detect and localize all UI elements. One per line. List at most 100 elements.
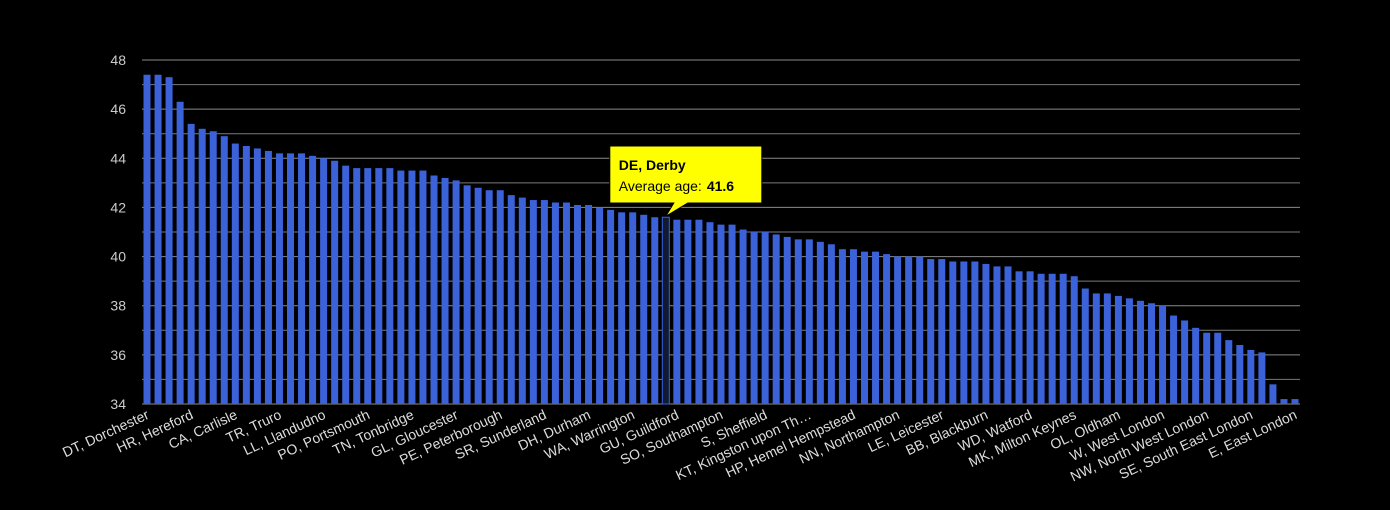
- bar: [264, 150, 272, 404]
- bar: [1236, 345, 1244, 404]
- bar: [872, 251, 880, 404]
- bar: [905, 256, 913, 404]
- bar: [1125, 298, 1133, 404]
- bar: [309, 155, 317, 404]
- bar: [1203, 332, 1211, 404]
- bar: [1291, 399, 1299, 404]
- bar: [176, 101, 184, 405]
- bar: [993, 266, 1001, 404]
- tooltip-label: Average age:: [619, 178, 702, 194]
- tooltip-text: Average age: 41.6: [619, 178, 734, 194]
- bar: [353, 168, 361, 404]
- bar: [1269, 384, 1277, 404]
- bar: [441, 177, 449, 404]
- bar: [375, 168, 383, 404]
- bar: [187, 123, 195, 404]
- bar: [927, 259, 935, 404]
- bar: [209, 131, 217, 404]
- bar: [397, 170, 405, 404]
- tooltip: DE, Derby Average age: 41.6: [609, 145, 763, 217]
- bar: [1136, 300, 1144, 404]
- bar: [298, 153, 306, 404]
- bar: [695, 219, 703, 404]
- bar: [518, 197, 526, 404]
- bar: [485, 190, 493, 404]
- y-tick-label: 34: [110, 396, 126, 412]
- bar: [750, 232, 758, 404]
- bar: [783, 236, 791, 404]
- bar: [585, 204, 593, 404]
- bar: [1070, 276, 1078, 404]
- bar: [1004, 266, 1012, 404]
- bar: [794, 239, 802, 404]
- bar: [661, 216, 670, 405]
- bar: [1037, 273, 1045, 404]
- bar: [154, 74, 162, 404]
- y-tick-label: 40: [110, 249, 126, 265]
- bar: [739, 229, 747, 404]
- bar: [574, 204, 581, 404]
- bar: [816, 241, 824, 404]
- tooltip-box: [609, 145, 763, 217]
- y-tick-label: 36: [110, 347, 126, 363]
- bar: [960, 261, 968, 404]
- bar: [1170, 315, 1178, 404]
- bar: [1114, 295, 1122, 404]
- bar: [540, 200, 548, 404]
- bar: [651, 217, 659, 404]
- bar: [1103, 293, 1111, 404]
- bar: [231, 143, 239, 405]
- bar: [143, 74, 151, 404]
- bar: [1159, 305, 1167, 404]
- bar: [253, 148, 261, 404]
- tooltip-value: 41.6: [707, 178, 734, 194]
- bar: [1092, 293, 1100, 404]
- bar: [496, 190, 504, 404]
- bar: [618, 212, 626, 404]
- bar: [408, 170, 416, 404]
- bar: [275, 153, 283, 404]
- bar: [1280, 399, 1288, 404]
- bar: [861, 251, 868, 404]
- bar: [430, 175, 438, 404]
- bar: [320, 158, 328, 404]
- bar: [1225, 340, 1233, 404]
- bar: [1181, 320, 1189, 404]
- bar: [463, 185, 471, 404]
- bar: [728, 224, 736, 404]
- bar: [452, 180, 460, 404]
- y-tick-label: 46: [110, 101, 126, 117]
- bar: [1148, 303, 1155, 404]
- bar: [1059, 273, 1067, 404]
- bar: [849, 249, 857, 404]
- y-tick-label: 38: [110, 298, 126, 314]
- tooltip-title: DE, Derby: [619, 157, 686, 173]
- bar: [1015, 271, 1023, 404]
- bar: [916, 256, 924, 404]
- bar: [673, 219, 681, 404]
- y-tick-label: 48: [110, 52, 126, 68]
- bar: [772, 234, 780, 404]
- bar: [551, 202, 559, 404]
- bar: [1081, 288, 1089, 404]
- bar: [938, 259, 946, 404]
- y-tick-label: 44: [110, 150, 126, 166]
- bar: [198, 128, 206, 405]
- bar: [342, 165, 350, 404]
- bar: [1258, 352, 1266, 404]
- bar: [827, 244, 835, 404]
- bar: [1048, 273, 1056, 404]
- bar: [1247, 349, 1255, 404]
- bar: [949, 261, 957, 404]
- bar: [607, 209, 615, 404]
- bar: [684, 219, 692, 404]
- bar: [474, 187, 482, 404]
- bar: [883, 254, 891, 404]
- bar: [165, 77, 173, 404]
- bar: [717, 224, 725, 404]
- bar: [1192, 327, 1200, 404]
- bar: [287, 153, 294, 404]
- bar: [838, 249, 846, 404]
- bar: [386, 168, 394, 404]
